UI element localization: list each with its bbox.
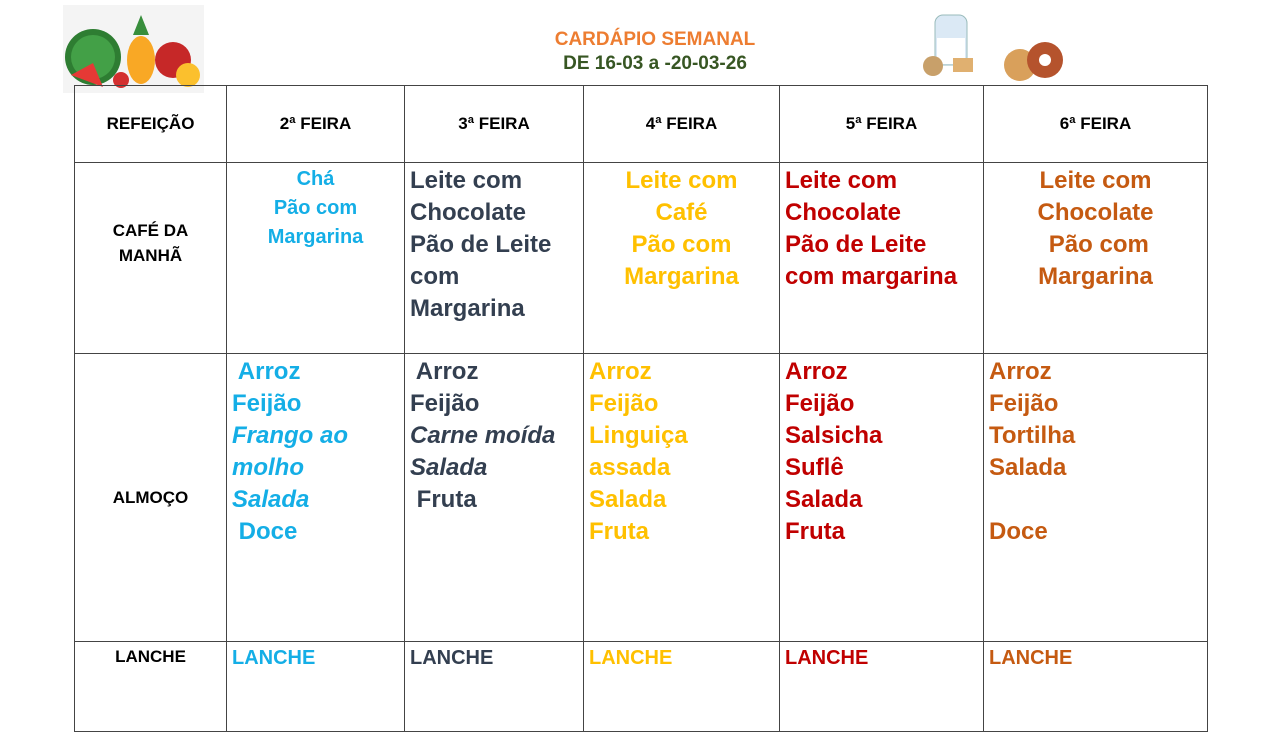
menu-item: com bbox=[410, 263, 460, 290]
menu-item: Doce bbox=[232, 518, 298, 545]
row-lanche: LANCHE LANCHE LANCHE LANCHE LANCHE LANCHE bbox=[74, 641, 1208, 732]
menu-item: Arroz bbox=[232, 358, 301, 385]
menu-cell: Arroz Feijão Tortilha Salada Doce bbox=[983, 353, 1208, 642]
menu-item: molho bbox=[232, 454, 304, 481]
menu-item: Chá bbox=[296, 168, 335, 190]
menu-item: Pão de Leite bbox=[785, 231, 927, 258]
fruits-illustration bbox=[63, 5, 204, 93]
menu-item: Salada bbox=[232, 486, 310, 513]
menu-cell: LANCHE bbox=[404, 641, 584, 732]
day-header: 4ª FEIRA bbox=[583, 85, 780, 163]
meal-label-line: CAFÉ DA bbox=[112, 221, 189, 240]
menu-item: Leite com bbox=[410, 167, 523, 194]
breakfast-icon bbox=[923, 14, 1063, 81]
menu-item: Salsicha bbox=[785, 422, 883, 449]
menu-cell: Arroz Feijão Frango ao molho Salada Doce bbox=[226, 353, 405, 642]
menu-cell: Arroz Feijão Linguiça assada Salada Fruta bbox=[583, 353, 780, 642]
menu-item: LANCHE bbox=[232, 647, 316, 669]
menu-item: Feijão bbox=[989, 390, 1059, 417]
day-header: 3ª FEIRA bbox=[404, 85, 584, 163]
breakfast-illustration bbox=[915, 10, 1071, 82]
menu-table: REFEIÇÃO 2ª FEIRA 3ª FEIRA 4ª FEIRA 5ª F… bbox=[74, 85, 1208, 732]
menu-item: Feijão bbox=[589, 390, 659, 417]
fruits-icon bbox=[65, 15, 200, 88]
menu-item: Frango ao bbox=[232, 422, 349, 449]
menu-item: Arroz bbox=[785, 358, 848, 385]
menu-item: Leite com bbox=[785, 167, 898, 194]
menu-item: LANCHE bbox=[410, 647, 494, 669]
menu-item: Carne moída bbox=[410, 422, 556, 449]
row-cafe: CAFÉ DA MANHÃ Chá Pão com Margarina Leite com… bbox=[74, 162, 1208, 354]
menu-item: Arroz bbox=[989, 358, 1052, 385]
menu-item: Chocolate bbox=[1037, 199, 1154, 226]
menu-item: Arroz bbox=[589, 358, 652, 385]
meal-label: LANCHE bbox=[74, 641, 227, 732]
day-header: 6ª FEIRA bbox=[983, 85, 1208, 163]
menu-item: Pão com bbox=[1042, 231, 1149, 258]
menu-cell: Leite com Café Pão com Margarina bbox=[583, 162, 780, 354]
menu-item: Tortilha bbox=[989, 422, 1076, 449]
menu-item: Salada bbox=[989, 454, 1067, 481]
menu-cell: Arroz Feijão Carne moída Salada Fruta bbox=[404, 353, 584, 642]
menu-item: Leite com bbox=[625, 167, 738, 194]
menu-item: Pão de Leite bbox=[410, 231, 552, 258]
meal-label: ALMOÇO bbox=[74, 353, 227, 642]
menu-cell: LANCHE bbox=[583, 641, 780, 732]
page-title: CARDÁPIO SEMANAL bbox=[554, 29, 756, 50]
menu-cell: Leite com Chocolate Pão de Leite com margar… bbox=[779, 162, 984, 354]
corner-header: REFEIÇÃO bbox=[74, 85, 227, 163]
day-header: 2ª FEIRA bbox=[226, 85, 405, 163]
menu-item: Fruta bbox=[785, 518, 845, 545]
menu-item: Arroz bbox=[410, 358, 479, 385]
menu-item: Margarina bbox=[410, 295, 525, 322]
menu-cell: LANCHE bbox=[983, 641, 1208, 732]
menu-item: Margarina bbox=[267, 226, 364, 248]
menu-item: Fruta bbox=[410, 486, 477, 513]
menu-item: Margarina bbox=[1038, 263, 1153, 290]
menu-item: Feijão bbox=[410, 390, 480, 417]
menu-item: Doce bbox=[989, 518, 1048, 545]
meal-label: CAFÉ DA MANHÃ bbox=[74, 162, 227, 354]
menu-item: assada bbox=[589, 454, 671, 481]
menu-item: Chocolate bbox=[410, 199, 527, 226]
meal-label-line: ALMOÇO bbox=[112, 488, 189, 507]
menu-item: Margarina bbox=[624, 263, 739, 290]
menu-item: Feijão bbox=[785, 390, 855, 417]
menu-item: LANCHE bbox=[989, 647, 1073, 669]
menu-cell: Arroz Feijão Salsicha Suflê Salada Fruta bbox=[779, 353, 984, 642]
menu-item: Salada bbox=[410, 454, 488, 481]
menu-cell: Chá Pão com Margarina bbox=[226, 162, 405, 354]
date-range: DE 16-03 a -20-03-26 bbox=[563, 53, 747, 74]
menu-cell: Leite com Chocolate Pão de Leite com Margari… bbox=[404, 162, 584, 354]
menu-cell: LANCHE bbox=[226, 641, 405, 732]
menu-item bbox=[989, 484, 1202, 516]
meal-label-line: MANHÃ bbox=[118, 246, 183, 265]
menu-item: com margarina bbox=[785, 263, 958, 290]
menu-item: LANCHE bbox=[589, 647, 673, 669]
menu-cell: Leite com Chocolate Pão com Margarina bbox=[983, 162, 1208, 354]
menu-cell: LANCHE bbox=[779, 641, 984, 732]
menu-item: Salada bbox=[785, 486, 863, 513]
row-almoco: ALMOÇO Arroz Feijão Frango ao molho Salada D… bbox=[74, 353, 1208, 642]
meal-label-line: LANCHE bbox=[115, 647, 186, 666]
menu-item: Chocolate bbox=[785, 199, 902, 226]
menu-item: Pão com bbox=[273, 197, 358, 219]
menu-item: Suflê bbox=[785, 454, 844, 481]
menu-item: Café bbox=[655, 199, 708, 226]
menu-item: Salada bbox=[589, 486, 667, 513]
menu-item: Linguiça bbox=[589, 422, 688, 449]
menu-item: LANCHE bbox=[785, 647, 869, 669]
menu-item: Feijão bbox=[232, 390, 302, 417]
header-row: REFEIÇÃO 2ª FEIRA 3ª FEIRA 4ª FEIRA 5ª F… bbox=[74, 85, 1208, 163]
day-header: 5ª FEIRA bbox=[779, 85, 984, 163]
menu-item: Pão com bbox=[631, 231, 732, 258]
menu-item: Leite com bbox=[1039, 167, 1152, 194]
menu-item: Fruta bbox=[589, 518, 649, 545]
